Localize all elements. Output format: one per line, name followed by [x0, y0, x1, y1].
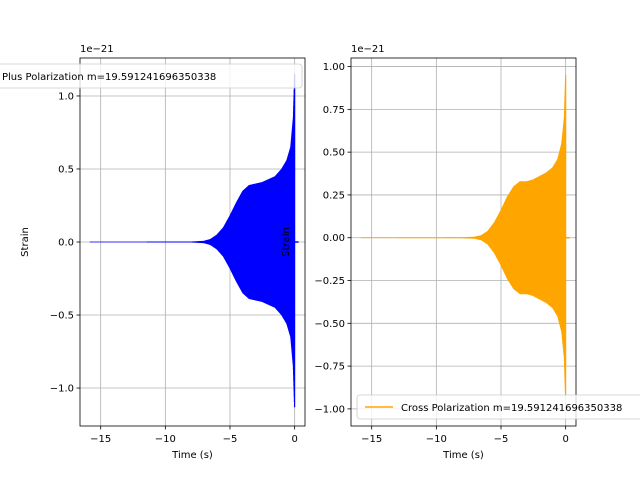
- x-tick-label: 0: [291, 434, 297, 445]
- y-offset-label: 1e−21: [351, 44, 385, 55]
- legend-box: [0, 63, 303, 89]
- legend-label: Plus Polarization m=19.591241696350338: [2, 72, 216, 83]
- chart-cross-polarization: −15 −10 −5 0 −1.00 −0.75 −0.50 −0.25 0.00 0.25 0.5…: [281, 44, 640, 461]
- series-line: [360, 75, 567, 398]
- y-tick-label: −1.00: [314, 404, 345, 415]
- y-tick-label: −0.5: [50, 311, 74, 322]
- y-tick-label: −0.25: [314, 276, 345, 287]
- y-axis-label: Strain: [20, 227, 31, 257]
- y-tick-label: 1.00: [323, 62, 345, 73]
- y-tick-label: 0.5: [58, 164, 74, 175]
- chart-plus-polarization: −15 −10 −5 0 −1.0 −0.5 0.0 0.5 1.0 1e−21 Time (s) S…: [0, 44, 306, 461]
- y-tick-label: 0.00: [323, 233, 345, 244]
- legend-label: Cross Polarization m=19.591241696350338: [401, 403, 622, 414]
- x-axis-label: Time (s): [442, 450, 484, 461]
- x-tick-label: −10: [426, 434, 447, 445]
- axes-frame: [350, 57, 577, 427]
- y-tick-label: 0.0: [58, 238, 74, 249]
- y-tick-label: −0.50: [314, 319, 345, 330]
- legend-box: [356, 394, 640, 420]
- x-tick-label: −5: [494, 434, 509, 445]
- x-axis-label: Time (s): [171, 450, 213, 461]
- y-axis-label: Strain: [281, 227, 292, 257]
- y-tick-label: −1.0: [50, 384, 74, 395]
- x-tick-label: −5: [223, 434, 238, 445]
- y-tick-label: 1.0: [58, 91, 74, 102]
- x-tick-label: 0: [562, 434, 568, 445]
- y-tick-label: −0.75: [314, 362, 345, 373]
- series-0: [360, 75, 570, 398]
- y-offset-label: 1e−21: [80, 44, 114, 55]
- legend: Cross Polarization m=19.591241696350338: [356, 394, 640, 420]
- series-0: [89, 74, 299, 408]
- legend: Plus Polarization m=19.591241696350338: [0, 63, 303, 89]
- x-tick-label: −15: [90, 434, 111, 445]
- x-tick-label: −15: [361, 434, 382, 445]
- y-tick-label: 0.25: [323, 190, 345, 201]
- x-tick-label: −10: [155, 434, 176, 445]
- y-tick-label: 0.50: [323, 148, 345, 159]
- series-line: [89, 74, 296, 408]
- y-tick-label: 0.75: [323, 105, 345, 116]
